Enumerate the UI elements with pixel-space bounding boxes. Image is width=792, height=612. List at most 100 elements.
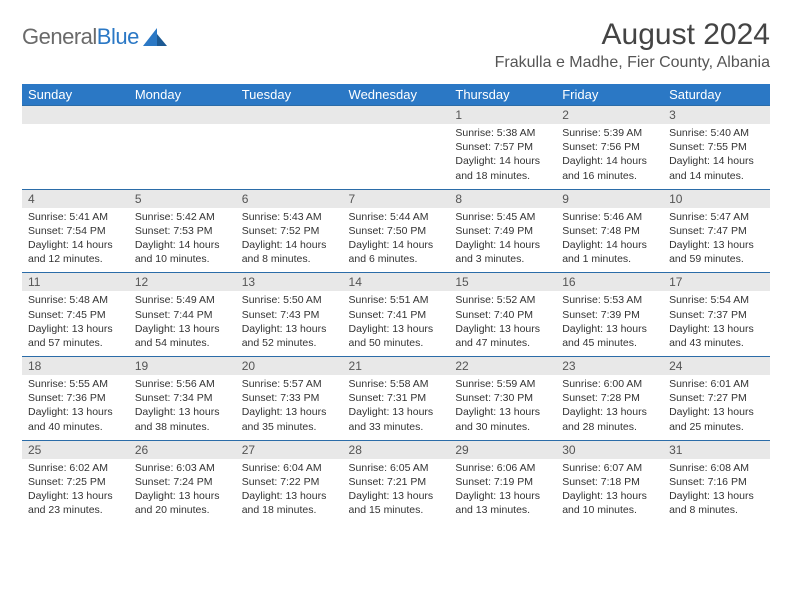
sunrise-line: Sunrise: 6:07 AM bbox=[562, 461, 657, 475]
sunrise-line: Sunrise: 5:39 AM bbox=[562, 126, 657, 140]
date-cell: 29 bbox=[449, 440, 556, 459]
daylight-line-1: Daylight: 14 hours bbox=[135, 238, 230, 252]
daylight-line-2: and 6 minutes. bbox=[349, 252, 444, 266]
daylight-line-1: Daylight: 13 hours bbox=[349, 322, 444, 336]
weekday-header-cell: Friday bbox=[556, 84, 663, 106]
sunrise-line: Sunrise: 5:50 AM bbox=[242, 293, 337, 307]
sunrise-line: Sunrise: 5:38 AM bbox=[455, 126, 550, 140]
date-cell: 14 bbox=[343, 273, 450, 292]
sunset-line: Sunset: 7:56 PM bbox=[562, 140, 657, 154]
daylight-line-2: and 52 minutes. bbox=[242, 336, 337, 350]
daylight-line-1: Daylight: 13 hours bbox=[242, 489, 337, 503]
daylight-line-1: Daylight: 14 hours bbox=[562, 154, 657, 168]
sunset-line: Sunset: 7:57 PM bbox=[455, 140, 550, 154]
daylight-line-2: and 50 minutes. bbox=[349, 336, 444, 350]
day-info-cell bbox=[343, 124, 450, 189]
day-info-cell bbox=[22, 124, 129, 189]
date-cell bbox=[343, 106, 450, 125]
day-info-cell: Sunrise: 5:57 AMSunset: 7:33 PMDaylight:… bbox=[236, 375, 343, 440]
daylight-line-1: Daylight: 13 hours bbox=[242, 405, 337, 419]
date-cell: 6 bbox=[236, 189, 343, 208]
weekday-header-cell: Sunday bbox=[22, 84, 129, 106]
day-info-cell: Sunrise: 5:47 AMSunset: 7:47 PMDaylight:… bbox=[663, 208, 770, 273]
sunset-line: Sunset: 7:37 PM bbox=[669, 308, 764, 322]
day-info-cell: Sunrise: 5:55 AMSunset: 7:36 PMDaylight:… bbox=[22, 375, 129, 440]
sunrise-line: Sunrise: 5:54 AM bbox=[669, 293, 764, 307]
weekday-header-cell: Monday bbox=[129, 84, 236, 106]
info-row: Sunrise: 5:38 AMSunset: 7:57 PM Daylight:… bbox=[22, 124, 770, 189]
sunrise-line: Sunrise: 5:46 AM bbox=[562, 210, 657, 224]
calendar-table: SundayMondayTuesdayWednesdayThursdayFrid… bbox=[22, 84, 770, 523]
day-info-cell: Sunrise: 5:53 AMSunset: 7:39 PMDaylight:… bbox=[556, 291, 663, 356]
sunrise-line: Sunrise: 6:04 AM bbox=[242, 461, 337, 475]
sunset-line: Sunset: 7:24 PM bbox=[135, 475, 230, 489]
brand-name-part2: Blue bbox=[97, 24, 139, 49]
day-info-cell: Sunrise: 5:51 AMSunset: 7:41 PMDaylight:… bbox=[343, 291, 450, 356]
date-cell: 1 bbox=[449, 106, 556, 125]
daylight-line-2: and 8 minutes. bbox=[242, 252, 337, 266]
daylight-line-1: Daylight: 14 hours bbox=[242, 238, 337, 252]
daylight-line-2: and 45 minutes. bbox=[562, 336, 657, 350]
daylight-line-1: Daylight: 13 hours bbox=[562, 489, 657, 503]
daylight-line-1: Daylight: 14 hours bbox=[349, 238, 444, 252]
brand-triangle-icon bbox=[143, 28, 171, 46]
date-cell: 22 bbox=[449, 357, 556, 376]
sunset-line: Sunset: 7:41 PM bbox=[349, 308, 444, 322]
sunset-line: Sunset: 7:16 PM bbox=[669, 475, 764, 489]
sunrise-line: Sunrise: 5:44 AM bbox=[349, 210, 444, 224]
sunrise-line: Sunrise: 6:01 AM bbox=[669, 377, 764, 391]
daylight-line-2: and 40 minutes. bbox=[28, 420, 123, 434]
date-cell: 7 bbox=[343, 189, 450, 208]
daylight-line-1: Daylight: 13 hours bbox=[562, 322, 657, 336]
date-cell: 23 bbox=[556, 357, 663, 376]
date-cell: 19 bbox=[129, 357, 236, 376]
date-cell: 9 bbox=[556, 189, 663, 208]
daylight-line-1: Daylight: 13 hours bbox=[455, 405, 550, 419]
date-cell: 20 bbox=[236, 357, 343, 376]
daylight-line-2: and 54 minutes. bbox=[135, 336, 230, 350]
weekday-header-row: SundayMondayTuesdayWednesdayThursdayFrid… bbox=[22, 84, 770, 106]
date-cell: 28 bbox=[343, 440, 450, 459]
day-info-cell: Sunrise: 6:08 AMSunset: 7:16 PMDaylight:… bbox=[663, 459, 770, 524]
sunrise-line: Sunrise: 5:48 AM bbox=[28, 293, 123, 307]
weekday-header-cell: Wednesday bbox=[343, 84, 450, 106]
date-cell bbox=[129, 106, 236, 125]
date-row: 123 bbox=[22, 106, 770, 125]
daylight-line-2: and 12 minutes. bbox=[28, 252, 123, 266]
daylight-line-1: Daylight: 13 hours bbox=[669, 405, 764, 419]
day-info-cell: Sunrise: 5:38 AMSunset: 7:57 PMDaylight:… bbox=[449, 124, 556, 189]
sunset-line: Sunset: 7:55 PM bbox=[669, 140, 764, 154]
weekday-header-cell: Saturday bbox=[663, 84, 770, 106]
sunset-line: Sunset: 7:44 PM bbox=[135, 308, 230, 322]
day-info-cell: Sunrise: 5:45 AMSunset: 7:49 PMDaylight:… bbox=[449, 208, 556, 273]
date-cell: 24 bbox=[663, 357, 770, 376]
sunset-line: Sunset: 7:25 PM bbox=[28, 475, 123, 489]
daylight-line-1: Daylight: 14 hours bbox=[455, 238, 550, 252]
sunrise-line: Sunrise: 5:59 AM bbox=[455, 377, 550, 391]
daylight-line-1: Daylight: 14 hours bbox=[669, 154, 764, 168]
daylight-line-2: and 14 minutes. bbox=[669, 169, 764, 183]
day-info-cell: Sunrise: 5:43 AMSunset: 7:52 PMDaylight:… bbox=[236, 208, 343, 273]
sunrise-line: Sunrise: 5:52 AM bbox=[455, 293, 550, 307]
date-cell: 13 bbox=[236, 273, 343, 292]
day-info-cell: Sunrise: 6:05 AMSunset: 7:21 PMDaylight:… bbox=[343, 459, 450, 524]
day-info-cell: Sunrise: 5:56 AMSunset: 7:34 PMDaylight:… bbox=[129, 375, 236, 440]
day-info-cell: Sunrise: 5:49 AMSunset: 7:44 PMDaylight:… bbox=[129, 291, 236, 356]
sunset-line: Sunset: 7:33 PM bbox=[242, 391, 337, 405]
daylight-line-2: and 8 minutes. bbox=[669, 503, 764, 517]
title-block: August 2024 Frakulla e Madhe, Fier Count… bbox=[495, 18, 770, 72]
daylight-line-1: Daylight: 13 hours bbox=[455, 489, 550, 503]
daylight-line-2: and 16 minutes. bbox=[562, 169, 657, 183]
daylight-line-1: Daylight: 13 hours bbox=[28, 489, 123, 503]
sunset-line: Sunset: 7:53 PM bbox=[135, 224, 230, 238]
sunset-line: Sunset: 7:21 PM bbox=[349, 475, 444, 489]
info-row: Sunrise: 5:48 AMSunset: 7:45 PMDaylight:… bbox=[22, 291, 770, 356]
header: GeneralBlue August 2024 Frakulla e Madhe… bbox=[22, 18, 770, 72]
day-info-cell: Sunrise: 5:52 AMSunset: 7:40 PMDaylight:… bbox=[449, 291, 556, 356]
date-row: 18192021222324 bbox=[22, 357, 770, 376]
sunset-line: Sunset: 7:52 PM bbox=[242, 224, 337, 238]
weekday-header-cell: Thursday bbox=[449, 84, 556, 106]
sunset-line: Sunset: 7:49 PM bbox=[455, 224, 550, 238]
day-info-cell: Sunrise: 5:40 AMSunset: 7:55 PMDaylight:… bbox=[663, 124, 770, 189]
sunset-line: Sunset: 7:47 PM bbox=[669, 224, 764, 238]
